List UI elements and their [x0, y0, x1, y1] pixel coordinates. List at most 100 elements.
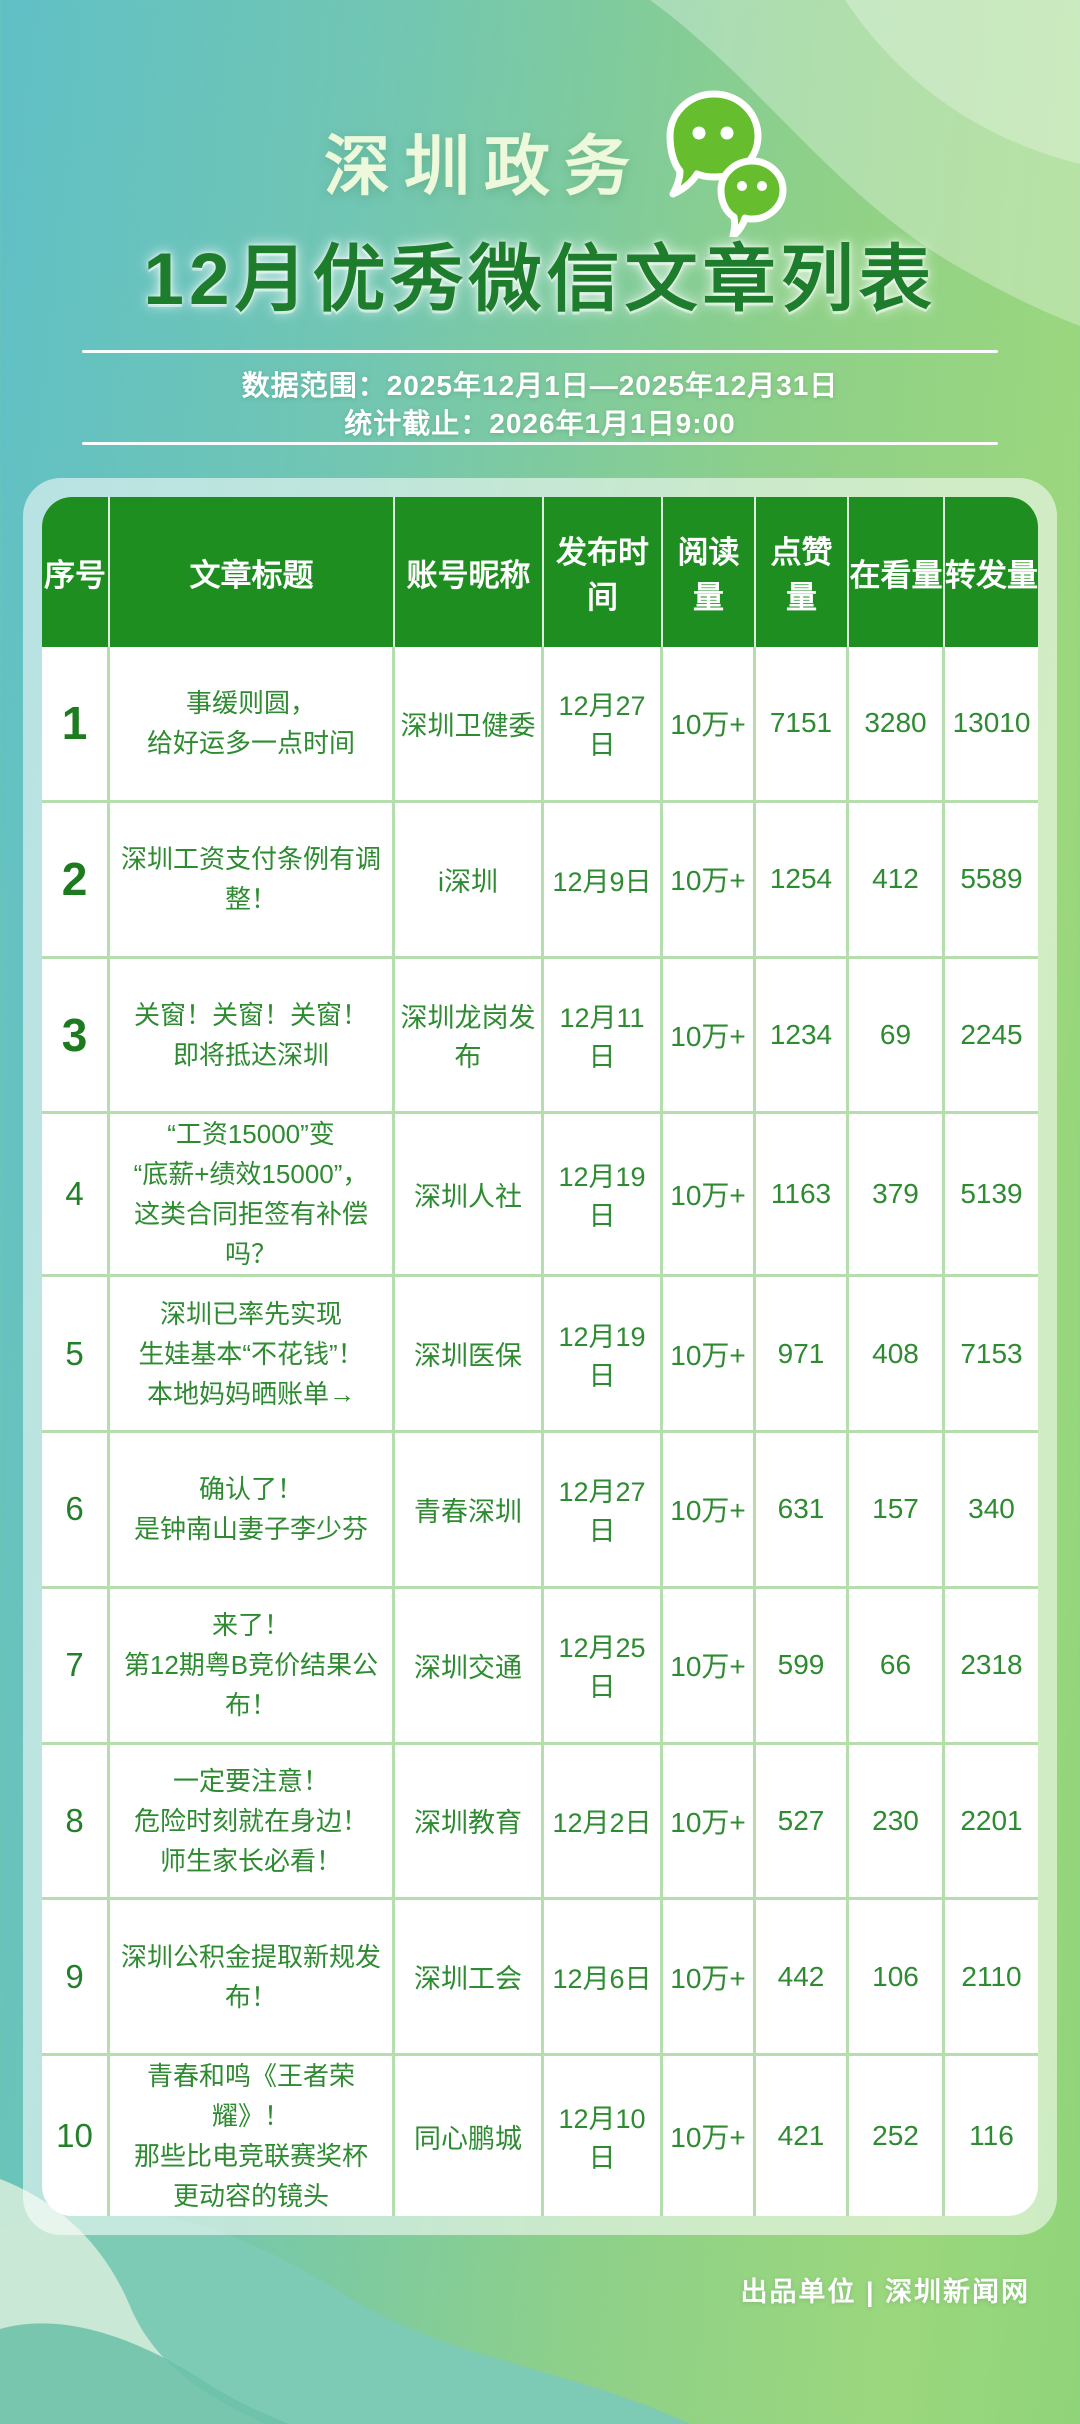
account-cell: 深圳交通 [395, 1588, 544, 1742]
likes-cell: 971 [756, 1277, 849, 1430]
rank-cell: 6 [42, 1433, 110, 1586]
publisher-credit: 出品单位 | 深圳新闻网 [740, 2277, 1030, 2307]
watches-cell: 230 [849, 1744, 945, 1898]
shares-cell: 5589 [960, 863, 1023, 895]
title-cell: 青春和鸣《王者荣耀》！ 那些比电竞联赛奖杯 更动容的镜头 [110, 2056, 395, 2216]
rank-cell: 7 [42, 1588, 110, 1742]
likes-cell: 527 [756, 1744, 849, 1898]
account-cell: 深圳工会 [395, 1900, 544, 2053]
watches-cell: 379 [849, 1114, 945, 1275]
title-cell: “工资15000”变 “底薪+绩效15000”， 这类合同拒签有补偿吗？ [110, 1114, 395, 1275]
shares-cell: 13010 [952, 707, 1031, 739]
cutoff-text: 统计截止：2026年1月1日9:00 [344, 408, 736, 439]
table-row: 4 “工资15000”变 “底薪+绩效15000”， 这类合同拒签有补偿吗？ 深… [42, 1111, 1038, 1275]
rank-cell: 10 [42, 2056, 110, 2216]
shares-cell: 2110 [961, 1960, 1022, 1992]
brand-row: 深圳政务 [16, 76, 1080, 246]
likes-cell: 442 [756, 1900, 849, 2053]
watches-cell: 3280 [849, 647, 945, 800]
header-title: 文章标题 [110, 497, 395, 647]
date-cell: 12月27日 [544, 1433, 663, 1586]
date-cell: 12月2日 [544, 1744, 663, 1898]
header-reads: 阅读量 [663, 497, 756, 647]
shares-cell: 5139 [960, 1178, 1023, 1210]
articles-table: 序号 文章标题 账号昵称 发布时间 阅读量 点赞量 在看量 转发量 1 事缓则圆… [42, 497, 1038, 2216]
divider-line [82, 442, 998, 445]
table-card: 序号 文章标题 账号昵称 发布时间 阅读量 点赞量 在看量 转发量 1 事缓则圆… [23, 478, 1057, 2235]
title-cell: 来了！ 第12期粤B竞价结果公布！ [110, 1588, 395, 1742]
likes-cell: 599 [756, 1588, 849, 1742]
table-row: 7 来了！ 第12期粤B竞价结果公布！ 深圳交通 12月25日 10万+ 599… [42, 1585, 1038, 1742]
rank-cell: 8 [42, 1744, 110, 1898]
table-row: 1 事缓则圆， 给好运多一点时间 深圳卫健委 12月27日 10万+ 7151 … [42, 647, 1038, 800]
date-cell: 12月19日 [544, 1277, 663, 1430]
header-shares: 转发量 [945, 557, 1038, 593]
likes-cell: 1254 [756, 802, 849, 956]
shares-cell: 2245 [960, 1018, 1023, 1050]
header-date: 发布时间 [544, 497, 663, 647]
reads-cell: 10万+ [663, 802, 756, 956]
reads-cell: 10万+ [663, 1744, 756, 1898]
reads-cell: 10万+ [663, 647, 756, 800]
shares-cell: 7153 [960, 1337, 1023, 1369]
divider-line [82, 350, 998, 353]
account-cell: 深圳龙岗发布 [395, 958, 544, 1112]
shares-cell: 340 [968, 1493, 1015, 1525]
date-cell: 12月25日 [544, 1588, 663, 1742]
table-row: 6 确认了！ 是钟南山妻子李少芬 青春深圳 12月27日 10万+ 631 15… [42, 1430, 1038, 1586]
page-title: 12月优秀微信文章列表 [143, 239, 937, 320]
rank-cell: 5 [42, 1277, 110, 1430]
account-cell: 深圳人社 [395, 1114, 544, 1275]
rank-cell: 1 [42, 647, 110, 800]
reads-cell: 10万+ [663, 958, 756, 1112]
reads-cell: 10万+ [663, 2056, 756, 2216]
table-row: 3 关窗！关窗！关窗！ 即将抵达深圳 深圳龙岗发布 12月11日 10万+ 12… [42, 955, 1038, 1112]
title-cell: 深圳工资支付条例有调整！ [110, 802, 395, 956]
shares-cell: 2201 [960, 1804, 1023, 1836]
likes-cell: 631 [756, 1433, 849, 1586]
likes-cell: 7151 [756, 647, 849, 800]
table-row: 10 青春和鸣《王者荣耀》！ 那些比电竞联赛奖杯 更动容的镜头 同心鹏城 12月… [42, 2053, 1038, 2216]
reads-cell: 10万+ [663, 1114, 756, 1275]
rank-cell: 3 [42, 958, 110, 1112]
account-cell: 青春深圳 [395, 1433, 544, 1586]
date-cell: 12月19日 [544, 1114, 663, 1275]
table-row: 2 深圳工资支付条例有调整！ i深圳 12月9日 10万+ 1254 412 5… [42, 799, 1038, 956]
watches-cell: 69 [849, 958, 945, 1112]
likes-cell: 1163 [756, 1114, 849, 1275]
date-cell: 12月9日 [544, 802, 663, 956]
watches-cell: 252 [849, 2056, 945, 2216]
brand-title: 深圳政务 [324, 129, 644, 203]
likes-cell: 421 [756, 2056, 849, 2216]
date-cell: 12月6日 [544, 1900, 663, 2053]
rank-cell: 4 [42, 1114, 110, 1275]
reads-cell: 10万+ [663, 1277, 756, 1430]
title-cell: 确认了！ 是钟南山妻子李少芬 [110, 1433, 395, 1586]
table-row: 9 深圳公积金提取新规发布！ 深圳工会 12月6日 10万+ 442 106 2… [42, 1897, 1038, 2053]
table-row: 8 一定要注意！ 危险时刻就在身边！ 师生家长必看！ 深圳教育 12月2日 10… [42, 1741, 1038, 1898]
title-cell: 事缓则圆， 给好运多一点时间 [110, 647, 395, 800]
date-cell: 12月11日 [544, 958, 663, 1112]
reads-cell: 10万+ [663, 1588, 756, 1742]
account-cell: 深圳教育 [395, 1744, 544, 1898]
account-cell: 深圳卫健委 [395, 647, 544, 800]
title-cell: 关窗！关窗！关窗！ 即将抵达深圳 [110, 958, 395, 1112]
reads-cell: 10万+ [663, 1900, 756, 2053]
header-watches: 在看量 [849, 497, 945, 647]
date-cell: 12月10日 [544, 2056, 663, 2216]
watches-cell: 408 [849, 1277, 945, 1430]
title-cell: 深圳已率先实现 生娃基本“不花钱”！ 本地妈妈晒账单→ [110, 1277, 395, 1430]
title-cell: 一定要注意！ 危险时刻就在身边！ 师生家长必看！ [110, 1744, 395, 1898]
watches-cell: 157 [849, 1433, 945, 1586]
table-header-row: 序号 文章标题 账号昵称 发布时间 阅读量 点赞量 在看量 转发量 [42, 497, 1038, 647]
rank-cell: 2 [42, 802, 110, 956]
reads-cell: 10万+ [663, 1433, 756, 1586]
data-range-text: 数据范围：2025年12月1日—2025年12月31日 [241, 370, 839, 401]
table-row: 5 深圳已率先实现 生娃基本“不花钱”！ 本地妈妈晒账单→ 深圳医保 12月19… [42, 1274, 1038, 1430]
shares-cell: 2318 [960, 1649, 1023, 1681]
likes-cell: 1234 [756, 958, 849, 1112]
watches-cell: 106 [849, 1900, 945, 2053]
title-cell: 深圳公积金提取新规发布！ [110, 1900, 395, 2053]
watches-cell: 66 [849, 1588, 945, 1742]
header-rank: 序号 [42, 497, 110, 647]
